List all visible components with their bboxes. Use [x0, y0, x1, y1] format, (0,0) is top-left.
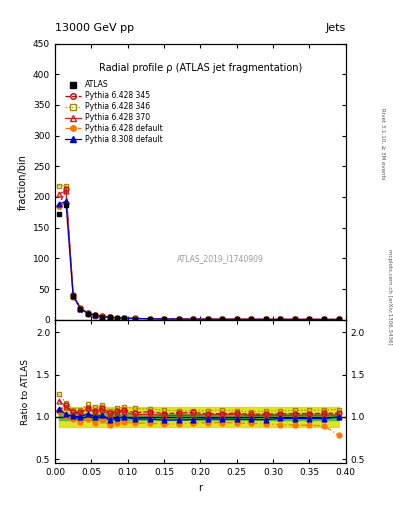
Text: Jets: Jets: [325, 23, 346, 33]
X-axis label: r: r: [198, 483, 202, 493]
Y-axis label: fraction/bin: fraction/bin: [17, 154, 28, 209]
Text: ATLAS_2019_I1740909: ATLAS_2019_I1740909: [177, 254, 264, 264]
Text: 13000 GeV pp: 13000 GeV pp: [55, 23, 134, 33]
Text: Rivet 3.1.10, ≥ 3M events: Rivet 3.1.10, ≥ 3M events: [381, 108, 386, 179]
Y-axis label: Ratio to ATLAS: Ratio to ATLAS: [21, 358, 30, 424]
Text: mcplots.cern.ch [arXiv:1306.3436]: mcplots.cern.ch [arXiv:1306.3436]: [387, 249, 391, 345]
Legend: ATLAS, Pythia 6.428 345, Pythia 6.428 346, Pythia 6.428 370, Pythia 6.428 defaul: ATLAS, Pythia 6.428 345, Pythia 6.428 34…: [65, 80, 163, 144]
Text: Radial profile ρ (ATLAS jet fragmentation): Radial profile ρ (ATLAS jet fragmentatio…: [99, 63, 302, 73]
